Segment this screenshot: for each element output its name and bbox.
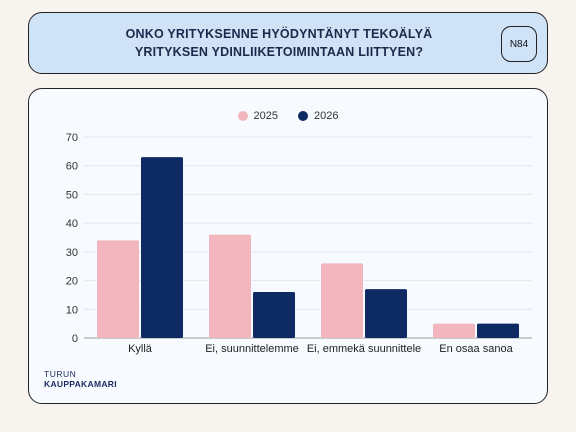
bar-2025 bbox=[97, 240, 139, 338]
legend-swatch-2026 bbox=[298, 111, 308, 121]
y-tick-label: 10 bbox=[66, 304, 78, 316]
bar-2026 bbox=[477, 323, 519, 338]
y-tick-label: 30 bbox=[66, 247, 78, 259]
x-tick-label: Kyllä bbox=[128, 343, 153, 355]
y-tick-label: 70 bbox=[66, 132, 78, 144]
question-title: ONKO YRITYKSENNE HYÖDYNTÄNYT TEKOÄLYÄ YR… bbox=[69, 25, 489, 61]
y-tick-label: 40 bbox=[66, 218, 78, 230]
y-tick-label: 50 bbox=[66, 189, 78, 201]
bar-2025 bbox=[433, 323, 475, 338]
header-panel: ONKO YRITYKSENNE HYÖDYNTÄNYT TEKOÄLYÄ YR… bbox=[28, 12, 548, 74]
bar-2025 bbox=[321, 263, 363, 338]
bar-2026 bbox=[365, 289, 407, 338]
logo-line1: TURUN bbox=[44, 369, 77, 379]
legend-label-2025: 2025 bbox=[253, 110, 278, 122]
chart-legend: 2025 2026 bbox=[0, 110, 576, 122]
x-tick-label: Ei, emmekä suunnittele bbox=[307, 343, 421, 355]
question-title-line1: ONKO YRITYKSENNE HYÖDYNTÄNYT TEKOÄLYÄ bbox=[125, 27, 433, 41]
y-tick-label: 0 bbox=[72, 333, 78, 345]
logo: TURUN KAUPPAKAMARI bbox=[44, 369, 117, 389]
legend-item-2026: 2026 bbox=[298, 110, 338, 122]
question-title-line2: YRITYKSEN YDINLIIKETOIMINTAAN LIITTYEN? bbox=[134, 45, 424, 59]
logo-line2: KAUPPAKAMARI bbox=[44, 379, 117, 389]
x-tick-label: En osaa sanoa bbox=[439, 343, 513, 355]
x-tick-label: Ei, suunnittelemme bbox=[205, 343, 299, 355]
legend-label-2026: 2026 bbox=[314, 110, 339, 122]
bar-2026 bbox=[253, 292, 295, 338]
legend-item-2025: 2025 bbox=[237, 110, 278, 122]
bar-2026 bbox=[141, 157, 183, 338]
bar-2025 bbox=[209, 234, 251, 338]
legend-swatch-2025 bbox=[237, 111, 248, 121]
y-tick-label: 20 bbox=[66, 276, 78, 288]
sample-size-badge: N84 bbox=[501, 26, 537, 62]
y-tick-label: 60 bbox=[66, 161, 78, 173]
